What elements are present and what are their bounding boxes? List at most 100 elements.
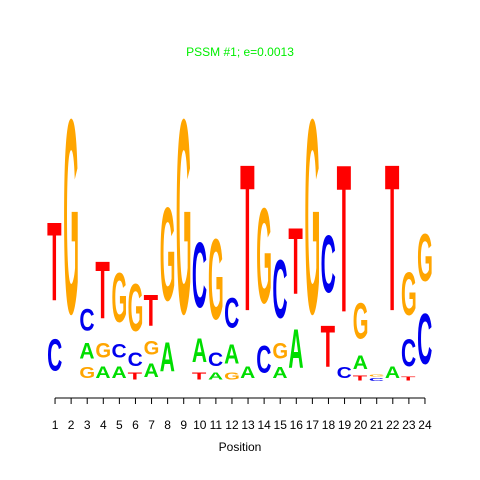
- letter-group: G: [144, 338, 160, 360]
- letter-group: T: [144, 286, 159, 336]
- letter: G: [144, 338, 160, 360]
- letter: G: [224, 372, 240, 382]
- letter-group: G: [401, 260, 417, 328]
- letter-group: G: [304, 62, 320, 372]
- letter-group: C: [111, 341, 127, 362]
- letter: T: [240, 120, 254, 355]
- letter: G: [160, 181, 176, 329]
- letter: C: [272, 242, 287, 335]
- letter: T: [47, 199, 61, 325]
- letter-group: A: [111, 364, 127, 382]
- letter-group: C: [79, 302, 94, 337]
- letter-group: G: [208, 215, 224, 345]
- letter: T: [192, 371, 206, 382]
- letter: G: [176, 62, 192, 372]
- letter-group: A: [272, 364, 287, 381]
- letter: A: [272, 364, 287, 381]
- letter-group: G: [272, 339, 288, 364]
- letter-group: G: [224, 372, 240, 382]
- letter-group: T: [47, 199, 61, 325]
- letter-group: C: [337, 364, 352, 381]
- letter-group: T: [95, 243, 110, 335]
- x-tick-label: 21: [370, 418, 384, 432]
- x-tick-label: 17: [306, 418, 320, 432]
- x-tick-label: 19: [338, 418, 352, 432]
- letter-group: C: [192, 224, 207, 327]
- letter: C: [337, 364, 352, 381]
- chart-title: PSSM #1; e=0.0013: [186, 45, 294, 59]
- x-tick-label: 24: [418, 418, 432, 432]
- letter-group: G: [63, 62, 79, 372]
- letter-group: T: [401, 375, 416, 381]
- x-tick-label: 18: [322, 418, 336, 432]
- letter-group: G: [256, 180, 272, 332]
- letter-group: T: [321, 313, 336, 380]
- letter-group: A: [353, 353, 369, 374]
- x-tick-label: 22: [386, 418, 400, 432]
- letter-group: T: [385, 120, 399, 355]
- letter-group: C: [256, 337, 271, 381]
- letter: A: [224, 340, 239, 370]
- letter: C: [208, 349, 224, 370]
- letter-group: C: [417, 300, 432, 380]
- x-tick-label: 2: [68, 418, 75, 432]
- letter: G: [63, 62, 79, 372]
- letter: T: [288, 209, 302, 315]
- letter-group: A: [385, 364, 401, 382]
- letter: G: [353, 294, 369, 351]
- letter: A: [79, 338, 95, 364]
- letter: C: [47, 329, 62, 380]
- letter-group: G: [128, 270, 144, 346]
- letter: A: [95, 364, 111, 382]
- letter: C: [256, 337, 271, 381]
- letter-group: C: [272, 242, 287, 335]
- letter: T: [385, 120, 399, 355]
- letter-group: T: [192, 371, 206, 382]
- letter-group: A: [224, 340, 239, 370]
- letter-group: A: [288, 318, 303, 380]
- letter-group: A: [144, 361, 160, 382]
- x-tick-label: 14: [257, 418, 271, 432]
- x-tick-label: 3: [84, 418, 91, 432]
- letter: G: [304, 62, 320, 372]
- x-tick-label: 12: [225, 418, 239, 432]
- letter: T: [321, 313, 336, 380]
- letter-group: T: [128, 371, 142, 382]
- letter-group: G: [95, 339, 111, 362]
- letter: A: [288, 318, 303, 380]
- letter-group: A: [240, 364, 256, 382]
- letter: C: [128, 349, 144, 370]
- letter: T: [353, 374, 368, 382]
- letter: G: [272, 339, 288, 364]
- letter-group: C: [321, 218, 336, 310]
- letter-group: T: [337, 120, 351, 356]
- letter: C: [369, 377, 384, 382]
- x-tick-label: 5: [116, 418, 123, 432]
- letter: G: [369, 374, 385, 377]
- letter: C: [111, 341, 127, 362]
- letter: G: [256, 180, 272, 332]
- letter-group: A: [192, 332, 207, 371]
- letter-group: G: [417, 220, 433, 296]
- letter-group: G: [111, 260, 127, 339]
- letter-group: G: [176, 62, 192, 372]
- letter: A: [208, 371, 223, 382]
- letter: A: [353, 353, 369, 374]
- letter-group: G: [160, 181, 176, 329]
- letter: T: [128, 371, 142, 382]
- letter: C: [321, 218, 336, 310]
- letter-group: A: [160, 334, 175, 381]
- letter-group: C: [47, 329, 62, 380]
- letter-group: C: [128, 349, 144, 370]
- letter: A: [160, 334, 175, 381]
- x-tick-label: 6: [132, 418, 139, 432]
- letter: T: [401, 375, 416, 381]
- letter: G: [128, 270, 144, 346]
- letter: A: [192, 332, 207, 371]
- letter: C: [192, 224, 207, 327]
- letter-group: C: [224, 289, 239, 337]
- letter: G: [79, 365, 95, 382]
- letter: A: [385, 364, 401, 382]
- letter: A: [111, 364, 127, 382]
